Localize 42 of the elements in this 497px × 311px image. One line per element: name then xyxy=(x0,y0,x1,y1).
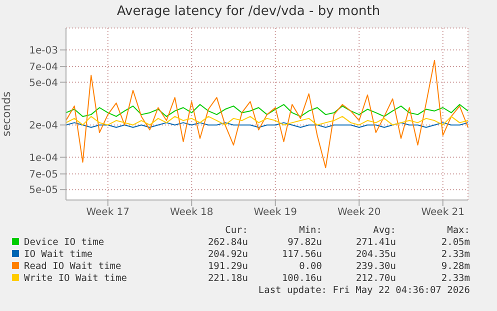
y-tick-label: 7e-05 xyxy=(29,169,58,180)
text: 2.33m xyxy=(440,272,470,284)
legend-label: IO Wait time xyxy=(24,248,94,260)
text: 97.82u xyxy=(286,236,322,248)
x-tick-label: Week 19 xyxy=(254,207,298,218)
text: 204.35u xyxy=(354,248,396,260)
legend-label: Read IO Wait time xyxy=(24,260,122,272)
line-series xyxy=(66,60,468,168)
y-tick-label: 5e-04 xyxy=(29,78,58,89)
y-tick-label: 1e-03 xyxy=(29,45,58,56)
text: 2.33m xyxy=(440,248,470,260)
text: 239.30u xyxy=(354,260,396,272)
text: 9.28m xyxy=(440,260,470,272)
text: Max: xyxy=(446,224,470,236)
text: 0.00 xyxy=(298,260,322,272)
text: 262.84u xyxy=(206,236,248,248)
text: Last update: Fri May 22 04:36:07 2026 xyxy=(257,284,470,296)
text: 204.92u xyxy=(206,248,248,260)
legend-label: Device IO time xyxy=(24,236,106,248)
chart-title: Average latency for /dev/vda - by month xyxy=(116,4,382,19)
text: Min: xyxy=(298,224,322,236)
y-axis-title: seconds xyxy=(0,91,13,136)
line-series xyxy=(66,104,468,117)
text: 2.05m xyxy=(440,236,470,248)
y-tick-label: 5e-05 xyxy=(29,185,58,196)
text: 191.29u xyxy=(206,260,248,272)
text: Cur: xyxy=(224,224,248,236)
text: Avg: xyxy=(372,224,396,236)
x-tick-label: Week 21 xyxy=(421,207,465,218)
text: 100.16u xyxy=(280,272,322,284)
x-tick-label: Week 20 xyxy=(337,207,381,218)
text: 271.41u xyxy=(354,236,396,248)
x-tick-label: Week 17 xyxy=(86,207,130,218)
y-tick-label: 2e-04 xyxy=(29,120,58,132)
y-tick-label: 7e-04 xyxy=(29,62,58,74)
text: 117.56u xyxy=(280,248,322,260)
x-tick-label: Week 18 xyxy=(170,207,214,218)
text: 212.70u xyxy=(354,272,396,284)
line-series xyxy=(66,116,468,126)
y-tick-label: 1e-04 xyxy=(29,152,58,164)
text: 221.18u xyxy=(206,272,248,284)
legend-label: Write IO Wait time xyxy=(24,272,128,284)
